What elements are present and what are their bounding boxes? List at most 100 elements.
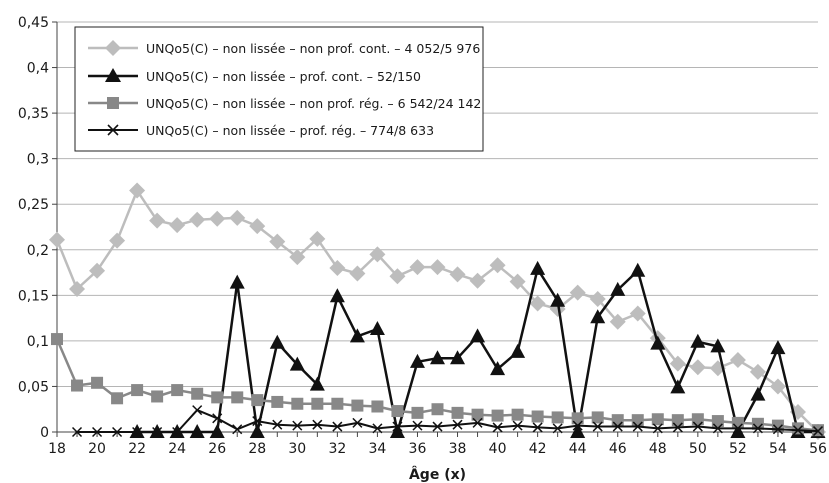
data-point: [631, 414, 644, 427]
data-point: [729, 352, 746, 369]
data-point: [329, 260, 346, 276]
x-tick-label: 38: [449, 441, 467, 457]
legend-swatch-marker-1: [105, 40, 121, 56]
data-point: [772, 424, 783, 435]
data-point: [111, 392, 124, 405]
x-tick-label: 32: [328, 441, 346, 457]
x-tick-label: 54: [769, 441, 787, 457]
data-point: [129, 182, 146, 199]
data-point: [792, 425, 804, 436]
data-point: [429, 259, 446, 276]
data-point: [532, 422, 543, 433]
legend-entry-2: UNQo5(C) – non lissée – prof. cont. – 52…: [88, 68, 421, 84]
data-point: [331, 397, 344, 410]
data-point: [611, 414, 624, 427]
y-tick-label: 0,1: [27, 334, 49, 350]
data-point: [389, 424, 405, 438]
data-point: [731, 416, 744, 429]
data-point: [152, 426, 163, 438]
series-1: [49, 182, 826, 440]
legend-swatch-marker-3: [107, 97, 119, 109]
data-point: [569, 284, 586, 301]
data-point: [312, 419, 323, 430]
data-point: [670, 379, 686, 394]
x-axis-label: Âge (x): [409, 466, 466, 483]
data-point: [249, 218, 266, 235]
legend-entry-1: UNQo5(C) – non lissée – non prof. cont. …: [88, 40, 480, 56]
data-point: [151, 390, 164, 403]
y-tick-label: 0,4: [27, 61, 49, 77]
data-point: [349, 328, 365, 343]
data-point: [91, 376, 104, 389]
data-point: [109, 232, 126, 249]
data-point: [272, 419, 283, 430]
data-point: [491, 409, 504, 422]
data-point: [749, 363, 766, 380]
data-point: [309, 230, 326, 247]
data-point: [592, 421, 603, 432]
data-point: [570, 424, 586, 438]
data-point: [589, 290, 606, 307]
data-point: [551, 411, 564, 424]
data-point: [229, 209, 246, 226]
data-point: [269, 334, 285, 349]
data-point: [431, 403, 444, 416]
data-point: [329, 288, 345, 303]
legend-swatch-marker-2: [105, 68, 121, 82]
data-point: [490, 361, 506, 376]
legend-entry-4: UNQo5(C) – non lissée – prof. rég. – 774…: [88, 123, 434, 138]
y-tick-label: 0: [40, 425, 49, 441]
data-point: [269, 233, 286, 250]
data-point: [691, 413, 704, 426]
data-point: [92, 426, 103, 438]
data-point: [189, 211, 206, 228]
data-point: [812, 426, 824, 437]
data-point: [751, 417, 764, 430]
data-point: [149, 212, 166, 229]
y-tick-label: 0,3: [27, 152, 49, 168]
legend-label-1: UNQo5(C) – non lissée – non prof. cont. …: [146, 41, 480, 56]
x-tick-label: 40: [489, 441, 507, 457]
legend-label-2: UNQo5(C) – non lissée – prof. cont. – 52…: [146, 69, 421, 84]
x-tick-label: 26: [208, 441, 226, 457]
data-point: [470, 328, 486, 343]
data-point: [669, 355, 686, 372]
data-point: [571, 412, 584, 425]
legend-entry-3: UNQo5(C) – non lissée – non prof. rég. –…: [88, 96, 481, 111]
data-point: [471, 408, 484, 421]
data-point: [252, 416, 263, 427]
data-point: [89, 262, 106, 279]
data-point: [351, 399, 364, 412]
x-tick-label: 44: [569, 441, 587, 457]
legend-label-4: UNQo5(C) – non lissée – prof. rég. – 774…: [146, 123, 434, 138]
data-point: [51, 333, 63, 346]
data-point: [412, 420, 423, 431]
data-point: [249, 424, 265, 438]
data-point: [169, 217, 186, 234]
data-point: [369, 321, 385, 336]
data-point: [511, 408, 524, 421]
data-point: [629, 305, 646, 322]
x-tick-label: 30: [288, 441, 306, 457]
data-point: [349, 265, 366, 282]
data-point: [529, 295, 546, 312]
data-point: [449, 266, 466, 283]
data-point: [671, 414, 684, 427]
data-point: [389, 268, 406, 285]
data-point: [510, 343, 526, 358]
data-point: [371, 400, 384, 413]
data-point: [769, 378, 786, 395]
data-point: [610, 281, 626, 296]
y-tick-label: 0,35: [18, 106, 49, 122]
data-point: [311, 397, 324, 410]
data-point: [172, 426, 183, 438]
data-point: [71, 426, 83, 438]
data-point: [292, 420, 303, 431]
legend-box: [74, 26, 484, 152]
data-point: [171, 384, 184, 397]
data-point: [192, 405, 203, 416]
data-point: [652, 423, 663, 434]
data-point: [251, 394, 264, 407]
data-point: [509, 273, 526, 290]
data-point: [289, 356, 305, 371]
